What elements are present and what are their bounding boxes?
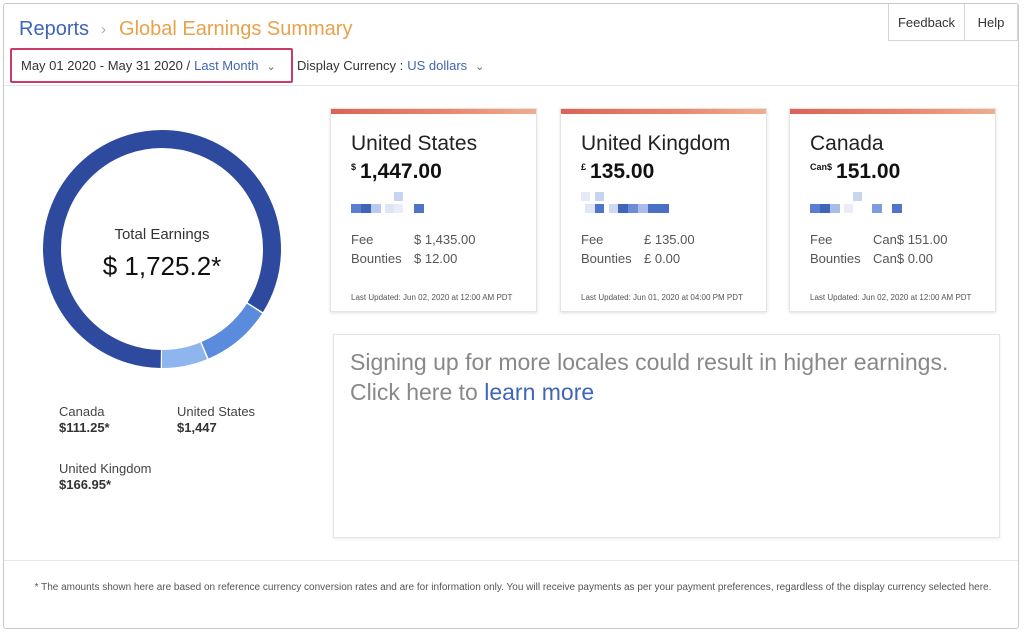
fee-row: Fee Can$ 151.00 [810,232,947,251]
currency-symbol: $ [351,162,357,172]
card-breakdown: Fee £ 135.00 Bounties £ 0.00 [581,232,695,270]
bounties-label: Bounties [810,251,861,266]
bounties-value: $ 12.00 [414,251,458,266]
legend-value: $166.95* [59,477,112,492]
bounties-label: Bounties [351,251,402,266]
card-country: United States [351,132,478,155]
legend-name: United States [177,404,256,419]
fee-value: Can$ 151.00 [873,232,948,247]
fee-row: Fee £ 135.00 [581,232,695,251]
legend-item-canada: Canada $111.25* [59,404,110,436]
currency-value: US dollars [407,58,468,73]
currency-symbol: Can$ [810,162,833,172]
card-breakdown: Fee Can$ 151.00 Bounties Can$ 0.00 [810,232,947,270]
footer-divider [4,560,1018,561]
promo-text: Signing up for more locales could result… [350,347,950,407]
last-updated-text: Last Updated: Jun 02, 2020 at 12:00 AM P… [351,293,513,302]
donut-segment-canada [43,130,281,368]
card-amount-value: 135.00 [590,160,655,183]
card-accent-bar [331,109,536,114]
card-country: Canada [810,132,884,155]
bounties-value: Can$ 0.00 [873,251,933,266]
chevron-down-icon: ⌄ [266,61,276,73]
total-earnings-donut: Total Earnings $ 1,725.2* [42,129,282,369]
fee-value: $ 1,435.00 [414,232,476,247]
currency-symbol: £ [581,162,587,172]
card-amount-value: 151.00 [836,160,901,183]
earnings-card-canada[interactable]: Canada Can$ 151.00 Fee Can$ 151.00 Bount… [789,108,996,312]
last-updated-text: Last Updated: Jun 01, 2020 at 04:00 PM P… [581,293,743,302]
bounties-value: £ 0.00 [644,251,681,266]
card-accent-bar [790,109,995,114]
legend-name: United Kingdom [59,461,152,476]
currency-footnote: * The amounts shown here are based on re… [34,582,992,593]
currency-dropdown[interactable]: Display Currency : US dollars ⌄ [297,58,484,73]
header-button-group: Feedback Help [888,4,1018,41]
breadcrumb-separator-icon: › [101,21,107,38]
earnings-sparkline [810,192,920,217]
legend-item-united-kingdom: United Kingdom $166.95* [59,461,152,493]
last-updated-text: Last Updated: Jun 02, 2020 at 12:00 AM P… [810,293,972,302]
fee-value: £ 135.00 [644,232,695,247]
promo-message: Signing up for more locales could result… [350,349,949,405]
date-range-text: May 01 2020 - May 31 2020 / [21,58,191,73]
chevron-down-icon: ⌄ [475,61,485,73]
card-amount: Can$ 151.00 [810,160,900,184]
legend-item-united-states: United States $1,447 [177,404,255,436]
total-earnings-value: $ 1,725.2* [102,251,222,281]
card-accent-bar [561,109,766,114]
report-window: Reports › Global Earnings Summary Feedba… [3,3,1019,629]
card-amount: £ 135.00 [581,160,654,184]
bounties-label: Bounties [581,251,632,266]
donut-chart [43,130,281,368]
earnings-sparkline [581,192,691,217]
learn-more-link[interactable]: learn more [484,379,595,405]
total-earnings-label: Total Earnings [114,226,210,243]
breadcrumb-reports-link[interactable]: Reports [19,18,90,40]
card-country: United Kingdom [581,132,731,155]
card-breakdown: Fee $ 1,435.00 Bounties $ 12.00 [351,232,475,270]
bounties-row: Bounties $ 12.00 [351,251,475,270]
fee-label: Fee [810,232,833,247]
date-preset-text: Last Month [194,58,259,73]
page-title: Global Earnings Summary [119,18,353,40]
help-button[interactable]: Help [965,4,1018,41]
fee-label: Fee [351,232,374,247]
card-amount: $ 1,447.00 [351,160,442,184]
fee-row: Fee $ 1,435.00 [351,232,475,251]
card-amount-value: 1,447.00 [360,160,442,183]
locale-promo-panel: Signing up for more locales could result… [333,334,1000,538]
legend-value: $1,447 [177,420,217,435]
earnings-sparkline [351,192,461,217]
bounties-row: Bounties Can$ 0.00 [810,251,947,270]
donut-segment-united-states [43,130,281,368]
date-range-dropdown[interactable]: May 01 2020 - May 31 2020 / Last Month ⌄ [10,48,293,83]
feedback-button[interactable]: Feedback [888,4,965,41]
legend-name: Canada [59,404,105,419]
breadcrumb: Reports › Global Earnings Summary [19,18,352,41]
earnings-card-united-states[interactable]: United States $ 1,447.00 Fee $ 1,435.00 … [330,108,537,312]
earnings-card-united-kingdom[interactable]: United Kingdom £ 135.00 Fee £ 135.00 Bou… [560,108,767,312]
bounties-row: Bounties £ 0.00 [581,251,695,270]
fee-label: Fee [581,232,604,247]
legend-value: $111.25* [59,420,110,435]
currency-label: Display Currency : [297,58,404,73]
report-header: Reports › Global Earnings Summary Feedba… [4,4,1018,86]
